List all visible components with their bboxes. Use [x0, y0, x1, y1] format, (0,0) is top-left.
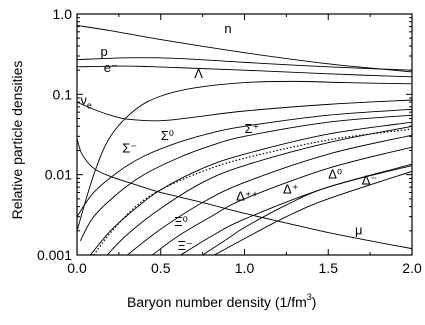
series-line-10 — [126, 134, 412, 255]
x-tick-label: 1.5 — [319, 260, 339, 276]
series-line-8 — [90, 121, 412, 255]
y-tick-label: 0.01 — [45, 167, 72, 183]
series-line-16 — [93, 128, 412, 255]
x-tick-label: 0.5 — [151, 260, 171, 276]
curve-label: Λ — [194, 66, 203, 81]
curve-label: Ξ⁰ — [174, 214, 188, 229]
series-line-9 — [106, 125, 412, 255]
curve-label: Δ⁺⁺ — [236, 188, 258, 203]
curve-label: νe — [80, 92, 92, 110]
series-line-5 — [77, 99, 412, 122]
y-tick-label: 1.0 — [53, 6, 73, 22]
series-group — [77, 25, 412, 255]
x-axis-title: Baryon number density (1/fm3) — [127, 292, 316, 310]
series-line-13 — [202, 163, 412, 255]
series-line-11 — [152, 146, 412, 255]
series-line-1 — [77, 25, 412, 73]
curve-label: e⁻ — [104, 60, 118, 75]
series-line-14 — [214, 170, 412, 255]
x-tick-label: 2.0 — [402, 260, 422, 276]
x-axis-title-exponent: 3 — [307, 292, 312, 302]
x-tick-label: 1.0 — [235, 260, 255, 276]
series-line-3 — [77, 65, 412, 78]
curve-label: Δ⁰ — [328, 166, 342, 181]
curve-label: Ξ⁻ — [178, 238, 193, 253]
series-line-4 — [77, 80, 412, 231]
y-tick-label: 0.001 — [37, 247, 72, 263]
y-axis-title: Relative particle densities — [9, 61, 25, 220]
x-axis-title-main: Baryon number density (1/fm — [127, 294, 307, 310]
curve-label: Σ⁰ — [161, 128, 174, 143]
y-tick-label: 0.1 — [53, 86, 73, 102]
series-line-6 — [77, 108, 412, 217]
curve-label: Σ⁻ — [122, 140, 137, 155]
curve-label: n — [224, 21, 231, 36]
curve-label: Σ⁺ — [245, 121, 260, 136]
series-line-7 — [79, 114, 412, 242]
series-line-2 — [77, 57, 412, 71]
x-axis-title-tail: ) — [312, 294, 317, 310]
series-line-15 — [77, 138, 412, 250]
curve-label: Δ⁺ — [283, 182, 299, 197]
curve-label: Δ⁻ — [362, 173, 378, 188]
x-tick-label: 0.0 — [67, 260, 87, 276]
curve-label: μ — [355, 222, 363, 237]
curve-label: p — [100, 44, 107, 59]
